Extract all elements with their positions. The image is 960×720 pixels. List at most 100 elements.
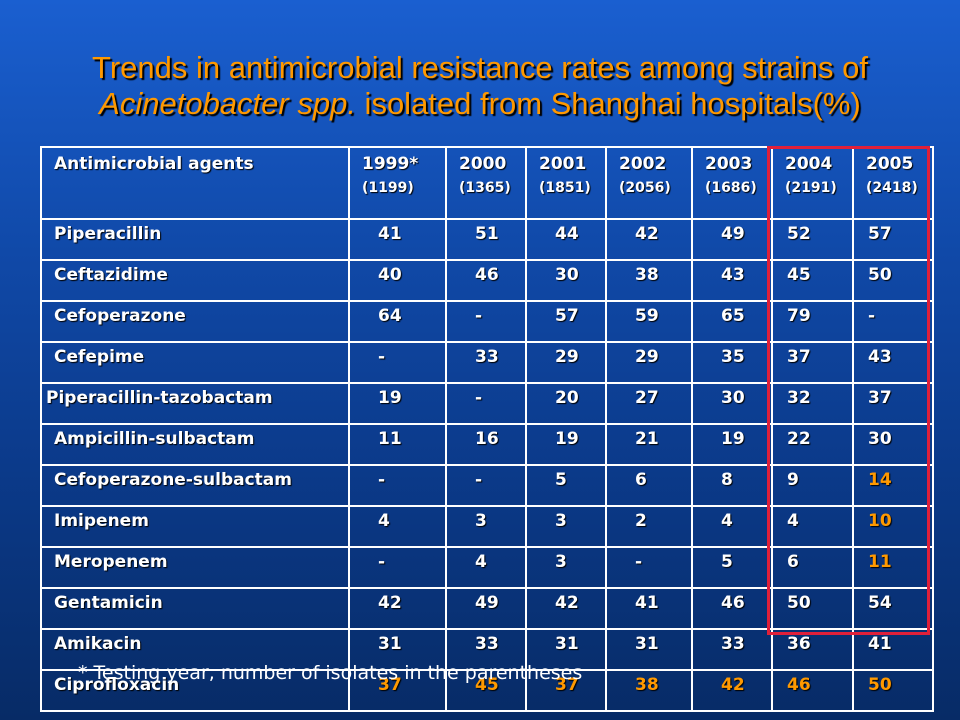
- rate-cell: 33: [691, 628, 773, 671]
- rate-cell: 57: [852, 218, 934, 261]
- agent-name: Imipenem: [40, 505, 350, 548]
- agent-name: Piperacillin: [40, 218, 350, 261]
- rate-cell: -: [348, 464, 447, 507]
- rate-cell: 50: [852, 669, 934, 712]
- rate-cell: -: [445, 382, 527, 425]
- table-row: Amikacin 31 33 31 31 33 36 41: [40, 628, 934, 671]
- rate-cell: 46: [691, 587, 773, 630]
- year-label: 2001: [539, 154, 587, 174]
- table-header-row: Antimicrobial agents 1999* (1199) 2000 (1365…: [40, 146, 934, 220]
- rate-cell: 4: [348, 505, 447, 548]
- rate-cell: 22: [771, 423, 854, 466]
- table-row: Cefoperazone 64-57 59 65 79-: [40, 300, 934, 343]
- rate-cell: 2: [605, 505, 693, 548]
- header-year-3: 2002 (2056): [605, 146, 693, 220]
- table-row: Gentamicin 42 49 42 41 46 50 54: [40, 587, 934, 630]
- rate-cell: 29: [525, 341, 607, 384]
- rate-cell: 41: [348, 218, 447, 261]
- rate-cell: 31: [348, 628, 447, 671]
- rate-cell: 38: [605, 669, 693, 712]
- header-year-1: 2000 (1365): [445, 146, 527, 220]
- header-year-2: 2001 (1851): [525, 146, 607, 220]
- rate-cell: 19: [691, 423, 773, 466]
- rate-cell: 16: [445, 423, 527, 466]
- rate-cell: -: [445, 300, 527, 343]
- rate-cell: 37: [771, 341, 854, 384]
- rate-cell: 43: [852, 341, 934, 384]
- rate-cell: -: [348, 341, 447, 384]
- rate-cell: 20: [525, 382, 607, 425]
- rate-cell: 49: [691, 218, 773, 261]
- title-organism: Acinetobacter spp.: [99, 86, 356, 121]
- rate-cell: 42: [348, 587, 447, 630]
- rate-cell: 5: [525, 464, 607, 507]
- table-row: Piperacillin-tazobactam 19-20 27 30 32 37: [40, 382, 934, 425]
- table-row: Ampicillin-sulbactam 11 16 19 21 19 22 30: [40, 423, 934, 466]
- rate-cell: 27: [605, 382, 693, 425]
- rate-cell: 11: [348, 423, 447, 466]
- rate-cell: 37: [348, 669, 447, 712]
- rate-cell: 36: [771, 628, 854, 671]
- table-row: Meropenem -4 3-5 6 11: [40, 546, 934, 589]
- rate-cell: 43: [691, 259, 773, 302]
- rate-cell: -: [852, 300, 934, 343]
- rate-cell: 65: [691, 300, 773, 343]
- rate-cell: 33: [445, 628, 527, 671]
- title-line-2-rest: isolated from Shanghai hospitals(%): [355, 86, 861, 121]
- isolate-count: (1851): [539, 180, 591, 196]
- table-row: Ciprofloxacin 37 45 37 38 42 46 50: [40, 669, 934, 712]
- rate-cell: 41: [852, 628, 934, 671]
- header-year-0: 1999* (1199): [348, 146, 447, 220]
- table-row: Cefoperazone-sulbactam - -5 6 8 9 14: [40, 464, 934, 507]
- agent-name: Meropenem: [40, 546, 350, 589]
- rate-cell: 38: [605, 259, 693, 302]
- rate-cell: 19: [348, 382, 447, 425]
- year-label: 2005: [866, 154, 914, 174]
- rate-cell: 3: [445, 505, 527, 548]
- rate-cell: 51: [445, 218, 527, 261]
- rate-cell: 40: [348, 259, 447, 302]
- agent-name: Cefoperazone: [40, 300, 350, 343]
- isolate-count: (1686): [705, 180, 757, 196]
- rate-cell: 49: [445, 587, 527, 630]
- rate-cell: 14: [852, 464, 934, 507]
- agent-name: Ampicillin-sulbactam: [40, 423, 350, 466]
- header-year-4: 2003 (1686): [691, 146, 773, 220]
- isolate-count: (2418): [866, 180, 918, 196]
- rate-cell: 45: [445, 669, 527, 712]
- rate-cell: 10: [852, 505, 934, 548]
- rate-cell: 4: [445, 546, 527, 589]
- agent-name: Cefoperazone-sulbactam: [40, 464, 350, 507]
- rate-cell: 37: [525, 669, 607, 712]
- agent-name: Ciprofloxacin: [40, 669, 350, 712]
- rate-cell: 6: [605, 464, 693, 507]
- rate-cell: 41: [605, 587, 693, 630]
- rate-cell: 3: [525, 505, 607, 548]
- rate-cell: 50: [771, 587, 854, 630]
- rate-cell: 50: [852, 259, 934, 302]
- rate-cell: 30: [852, 423, 934, 466]
- rate-cell: 31: [605, 628, 693, 671]
- rate-cell: -: [605, 546, 693, 589]
- rate-cell: 57: [525, 300, 607, 343]
- rate-cell: 4: [691, 505, 773, 548]
- agent-name: Amikacin: [40, 628, 350, 671]
- rate-cell: 30: [691, 382, 773, 425]
- agent-name: Gentamicin: [40, 587, 350, 630]
- year-label: 2004: [785, 154, 833, 174]
- slide-title: Trends in antimicrobial resistance rates…: [0, 50, 960, 122]
- rate-cell: 45: [771, 259, 854, 302]
- isolate-count: (2191): [785, 180, 837, 196]
- year-label: 1999*: [362, 154, 419, 174]
- footnote: * Testing year, number of isolates in th…: [78, 662, 583, 684]
- rate-cell: 44: [525, 218, 607, 261]
- rate-cell: 32: [771, 382, 854, 425]
- resistance-table: Antimicrobial agents 1999* (1199) 2000 (1365…: [40, 146, 934, 712]
- header-year-6: 2005 (2418): [852, 146, 934, 220]
- rate-cell: 42: [605, 218, 693, 261]
- rate-cell: 59: [605, 300, 693, 343]
- table-row: Ceftazidime 40 46 30 38 43 45 50: [40, 259, 934, 302]
- agent-name: Cefepime: [40, 341, 350, 384]
- rate-cell: 46: [445, 259, 527, 302]
- table-row: Cefepime -33 29 29 35 37 43: [40, 341, 934, 384]
